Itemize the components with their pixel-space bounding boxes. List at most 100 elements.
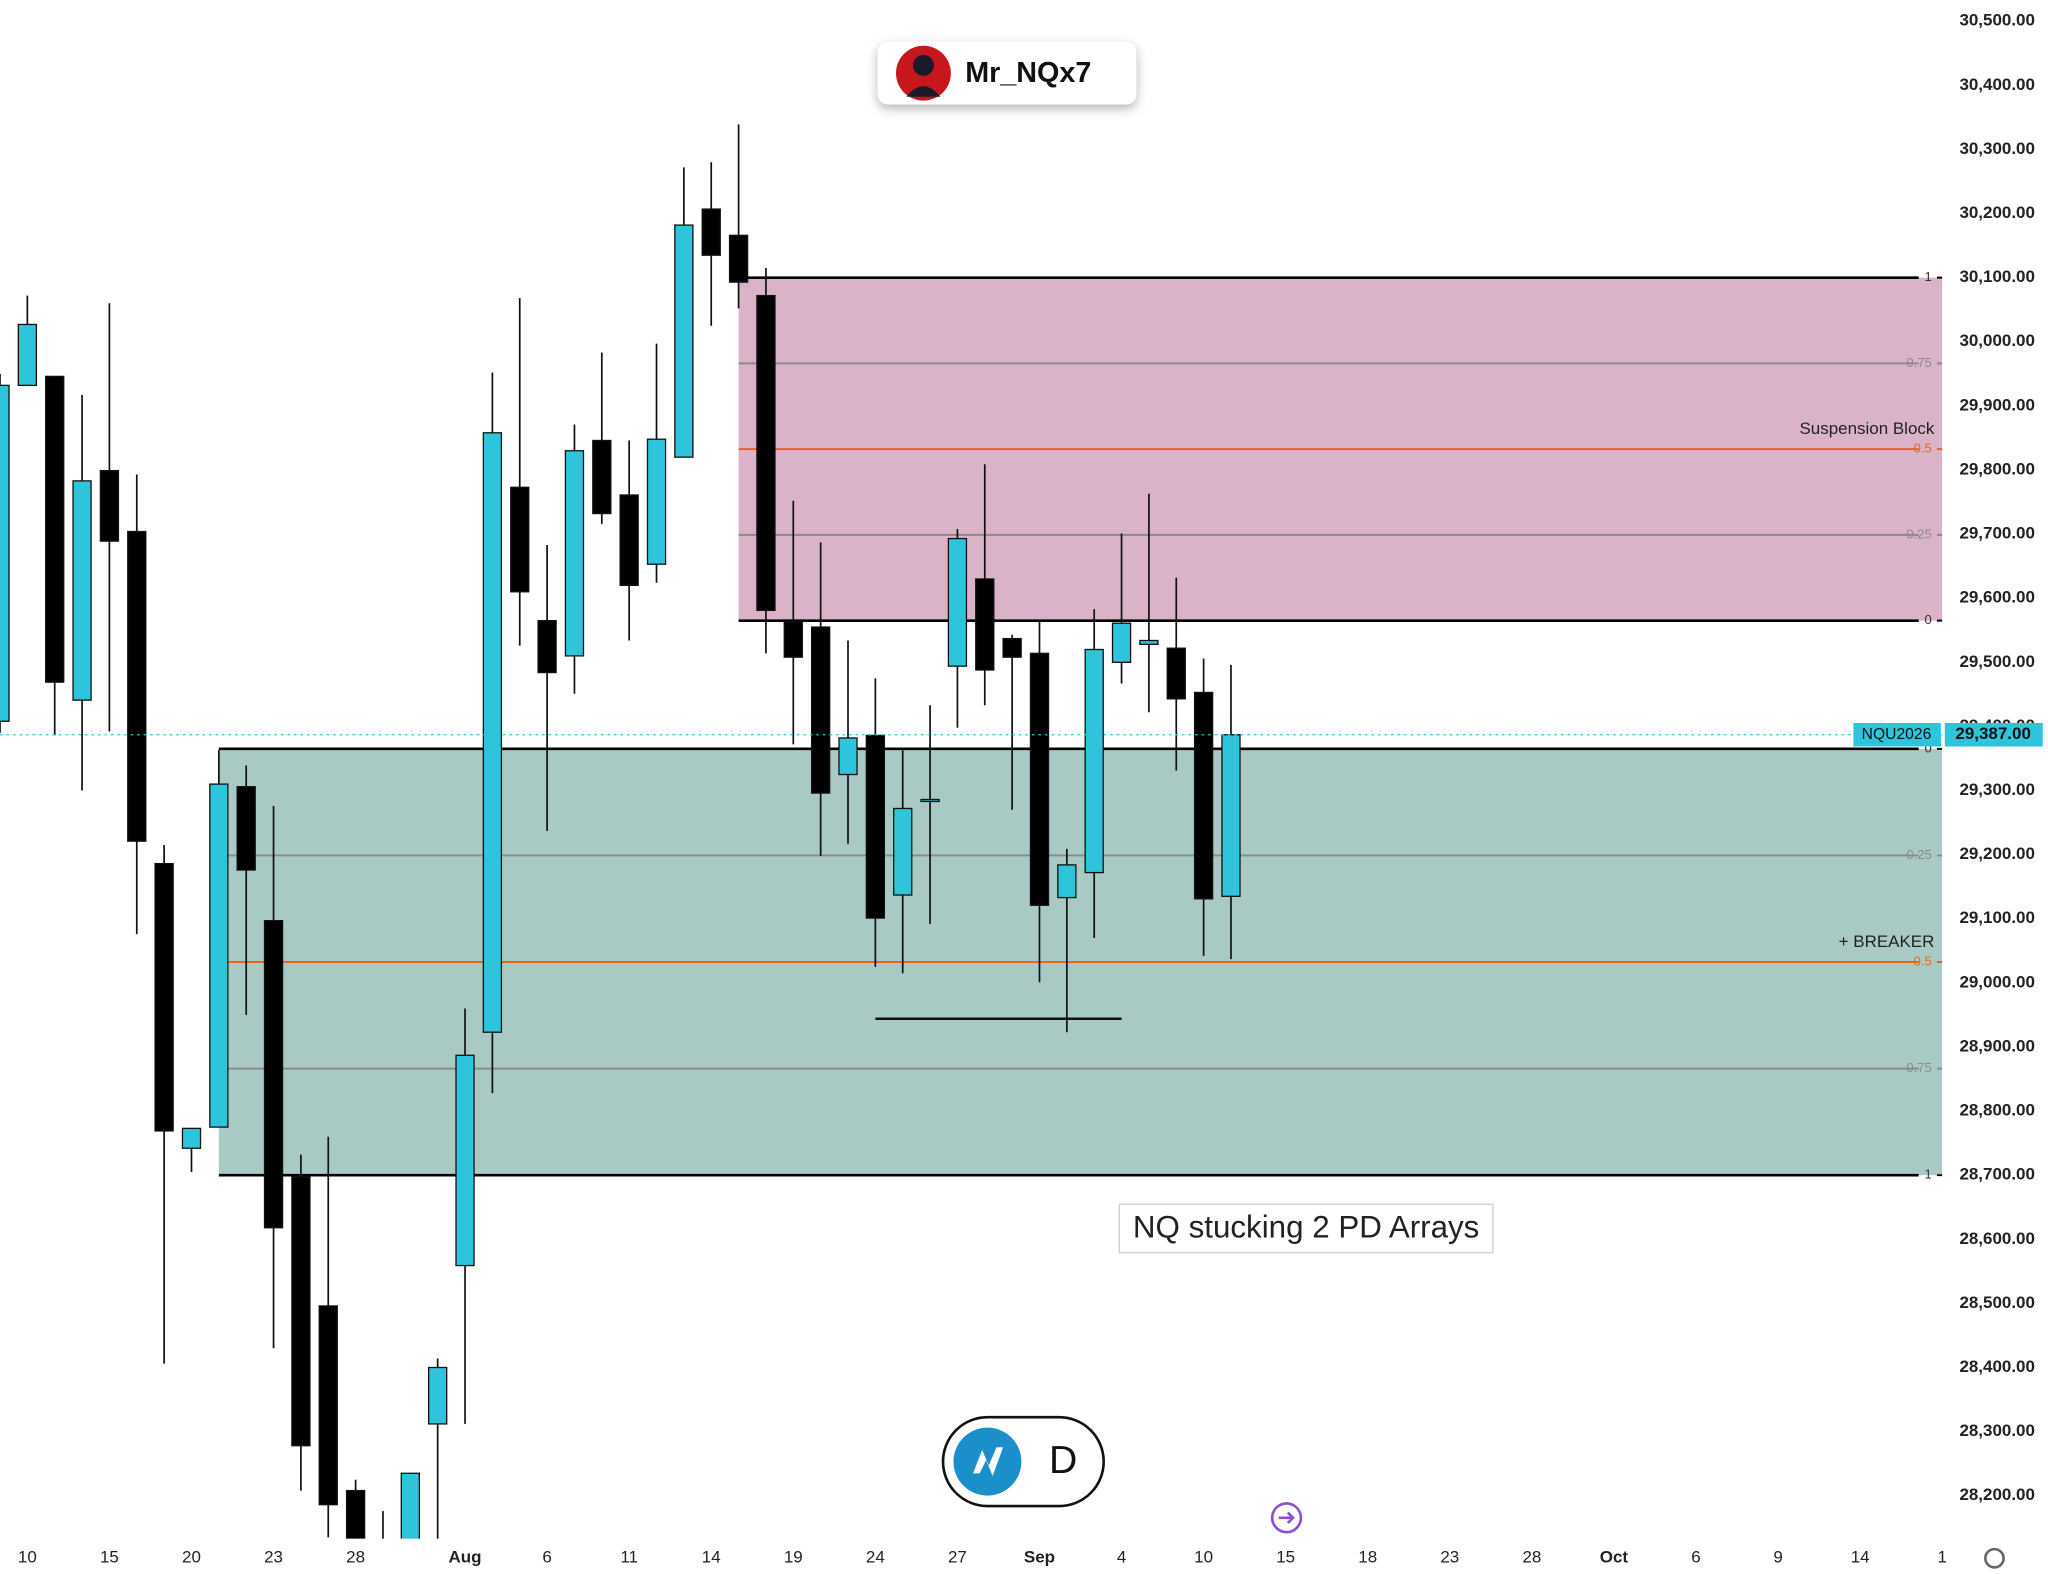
- zones: [218, 276, 1943, 1177]
- candle-body: [701, 208, 721, 256]
- x-tick-label: 27: [948, 1548, 967, 1567]
- candle-body: [592, 439, 612, 515]
- x-tick-label: 6: [542, 1548, 551, 1567]
- y-tick-label: 28,200.00: [1959, 1485, 2035, 1504]
- x-tick-label: 28: [346, 1548, 365, 1567]
- y-tick-label: 29,100.00: [1959, 908, 2035, 927]
- candle-body: [564, 450, 585, 657]
- y-tick-label: 28,400.00: [1959, 1357, 2035, 1376]
- x-tick-label: 10: [18, 1548, 37, 1567]
- x-tick-label: 20: [182, 1548, 201, 1567]
- candle-body: [674, 224, 694, 458]
- y-tick-label: 28,600.00: [1959, 1229, 2035, 1248]
- candle-body: [400, 1472, 421, 1539]
- candle-body: [810, 626, 831, 794]
- x-tick-label: 11: [620, 1548, 638, 1567]
- y-tick-label: 29,000.00: [1959, 972, 2035, 991]
- candle-body: [0, 384, 10, 722]
- candle-body: [427, 1366, 448, 1425]
- x-tick-label: 14: [1851, 1548, 1870, 1567]
- candle-body: [345, 1489, 366, 1539]
- candle-body: [783, 621, 803, 658]
- candle-body: [920, 798, 940, 803]
- x-tick-label: Sep: [1024, 1548, 1055, 1567]
- y-tick-label: 28,800.00: [1959, 1101, 2035, 1120]
- fib-label: 0.5: [1914, 441, 1932, 456]
- x-tick-label: 15: [1276, 1548, 1295, 1567]
- axes: 0 0.25 0.5 0.75 1 Suspension Block 0 0.25 0.5 0.7…: [0, 11, 2043, 1567]
- annotation-box: [1118, 1203, 1494, 1254]
- candle-body: [1111, 622, 1132, 663]
- y-tick-label: 29,800.00: [1959, 459, 2035, 478]
- goto-icon[interactable]: [1270, 1502, 1303, 1534]
- x-tick-label: 23: [1440, 1548, 1459, 1567]
- candle-body: [975, 578, 995, 671]
- candle-body: [236, 786, 256, 871]
- y-tick-label: 28,300.00: [1959, 1421, 2035, 1440]
- y-tick-label: 30,200.00: [1959, 203, 2035, 222]
- y-tick-label: 29,900.00: [1959, 395, 2035, 414]
- candle-body: [1057, 864, 1077, 899]
- author: Mr_NQx7: [965, 57, 1091, 89]
- interval-badge[interactable]: D: [941, 1415, 1105, 1508]
- y-tick-label: 28,700.00: [1959, 1165, 2035, 1184]
- candle-body: [45, 375, 65, 683]
- settings-icon[interactable]: [1984, 1547, 2005, 1569]
- fib-label: 1: [1924, 1167, 1931, 1182]
- candle-body: [482, 432, 503, 1033]
- candle-body: [619, 494, 639, 587]
- candle-body: [893, 807, 913, 896]
- x-tick-label: 14: [702, 1548, 721, 1567]
- candle-body: [728, 234, 749, 283]
- x-tick-label: 23: [264, 1548, 283, 1567]
- candle-body: [646, 438, 667, 565]
- fib-label: 0.25: [1906, 847, 1931, 862]
- x-tick-label: 18: [1358, 1548, 1377, 1567]
- candle-body: [1139, 639, 1159, 646]
- candle-body: [263, 920, 284, 1229]
- candle-body: [209, 783, 229, 1128]
- y-tick-label: 30,000.00: [1959, 331, 2035, 350]
- candle-body: [291, 1176, 311, 1447]
- x-tick-label: 28: [1522, 1548, 1541, 1567]
- candle-body: [1193, 691, 1214, 900]
- candle-body: [1221, 734, 1241, 897]
- x-tick-label: 10: [1194, 1548, 1213, 1567]
- y-tick-label: 30,500.00: [1959, 11, 2035, 30]
- fib-label: 0: [1924, 612, 1931, 627]
- y-tick-label: 30,300.00: [1959, 139, 2035, 158]
- logo-mark: [973, 1447, 1004, 1476]
- x-tick-label: Aug: [449, 1548, 482, 1567]
- candle-body: [1084, 648, 1104, 874]
- candle-body: [154, 862, 174, 1132]
- fib-label: 1: [1924, 269, 1931, 284]
- y-tick-label: 29,500.00: [1959, 652, 2035, 671]
- x-tick-label: 9: [1773, 1548, 1782, 1567]
- y-tick-label: 28,500.00: [1959, 1293, 2035, 1312]
- logo: [953, 1427, 1022, 1496]
- fib-label: 0.5: [1914, 953, 1932, 968]
- annotation: NQ stucking 2 PD Arrays: [1133, 1209, 1479, 1244]
- y-tick-label: 30,400.00: [1959, 75, 2035, 94]
- candle-body: [455, 1054, 475, 1267]
- x-tick-label: 19: [784, 1548, 803, 1567]
- x-tick-label: Oct: [1600, 1548, 1629, 1567]
- fib-label: 0.75: [1906, 355, 1931, 370]
- y-tick-label: 29,700.00: [1959, 524, 2035, 543]
- candle-body: [17, 323, 38, 387]
- candle-body: [99, 469, 120, 542]
- candle-body: [1029, 652, 1050, 906]
- fib-label: 0.25: [1906, 526, 1931, 541]
- last-price: 29,387.00: [1955, 724, 2031, 743]
- interval[interactable]: D: [1049, 1439, 1077, 1482]
- y-tick-label: 30,100.00: [1959, 267, 2035, 286]
- candle-body: [838, 737, 858, 776]
- candle-body: [510, 486, 530, 593]
- fib-label: 0.75: [1906, 1060, 1931, 1075]
- x-tick-label: 24: [866, 1548, 885, 1567]
- x-tick-label: 1: [1937, 1548, 1946, 1567]
- x-tick-label: 15: [100, 1548, 119, 1567]
- avatar-body: [906, 86, 941, 97]
- x-tick-label: 4: [1117, 1548, 1126, 1567]
